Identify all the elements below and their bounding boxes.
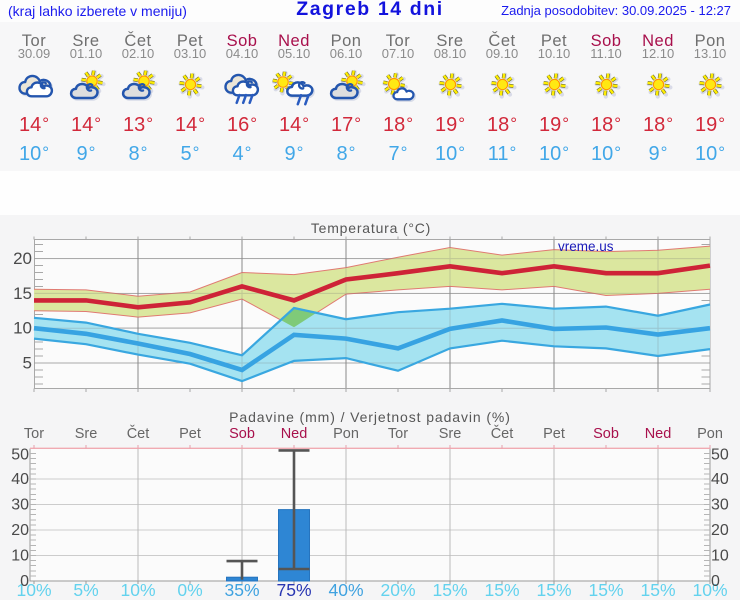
svg-text:20: 20 <box>11 522 29 539</box>
svg-text:10: 10 <box>11 548 29 565</box>
svg-text:5: 5 <box>23 354 32 373</box>
svg-text:0: 0 <box>711 573 720 590</box>
svg-text:10: 10 <box>711 548 729 565</box>
svg-text:40: 40 <box>11 471 29 488</box>
svg-text:30: 30 <box>711 497 729 514</box>
svg-text:30: 30 <box>11 497 29 514</box>
svg-text:20: 20 <box>13 249 32 268</box>
svg-text:15: 15 <box>13 284 32 303</box>
svg-text:10: 10 <box>13 319 32 338</box>
svg-text:0: 0 <box>20 573 29 590</box>
svg-text:40: 40 <box>711 471 729 488</box>
svg-text:50: 50 <box>711 447 729 464</box>
svg-text:50: 50 <box>11 447 29 464</box>
svg-text:20: 20 <box>711 522 729 539</box>
